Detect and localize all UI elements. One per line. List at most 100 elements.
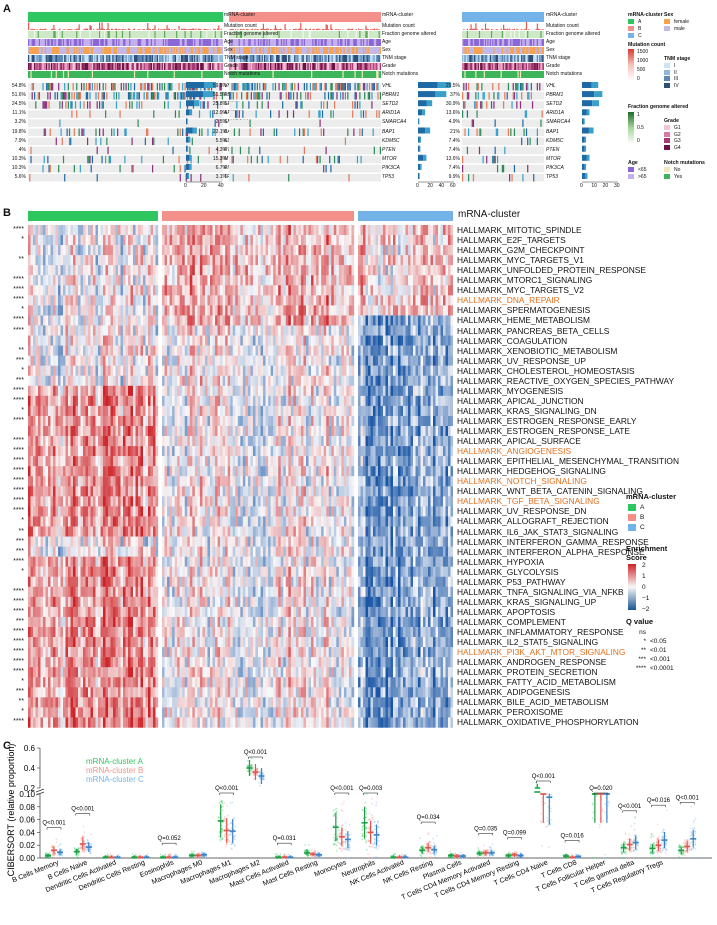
track-cell — [42, 39, 44, 46]
mutation-count-mark — [129, 28, 131, 30]
heatmap-cell — [53, 516, 56, 527]
track-cell — [313, 47, 315, 54]
heatmap-cell — [75, 415, 79, 427]
track-cell — [131, 47, 134, 54]
freq-bar — [582, 100, 593, 107]
track-cell — [291, 31, 294, 38]
mutation-cell — [371, 101, 373, 109]
heatmap-cell — [148, 305, 151, 316]
heatmap-cell — [93, 305, 96, 316]
heatmap-cell — [35, 546, 39, 557]
heatmap-cell — [35, 536, 39, 547]
track-cell — [42, 71, 44, 78]
track-cell — [513, 55, 516, 62]
heatmap-cell — [108, 486, 111, 497]
track-cell — [295, 71, 297, 78]
heatmap-cell — [55, 536, 59, 547]
track-label: Sex — [546, 47, 555, 53]
mutation-cell — [513, 92, 516, 100]
heatmap-cell — [50, 225, 54, 236]
track-cell — [154, 55, 156, 62]
track-cell — [533, 47, 535, 54]
track-cell — [238, 63, 241, 70]
heatmap-cell — [90, 255, 94, 266]
track-cell — [192, 47, 195, 54]
heatmap-cell — [90, 415, 94, 427]
track-cell — [117, 39, 119, 46]
track-cell — [365, 63, 367, 70]
track-cell — [362, 55, 365, 62]
track-cell — [300, 55, 302, 62]
mutation-cell — [90, 164, 92, 173]
heatmap-cell — [128, 385, 131, 397]
track-cell — [254, 55, 256, 62]
track-cell — [174, 39, 177, 46]
heatmap-cell — [45, 375, 49, 386]
heatmap-cell — [80, 526, 84, 537]
track-cell — [194, 31, 196, 38]
mutation-cell — [170, 83, 172, 91]
track-cell — [208, 31, 211, 38]
heatmap-cell — [63, 506, 66, 517]
heatmap-cell — [128, 405, 131, 417]
legend-age-item: >65 — [628, 174, 646, 180]
heatmap-cell — [55, 486, 59, 497]
mutation-cell — [521, 92, 523, 100]
heatmap-cell — [55, 496, 59, 507]
mutation-cell — [202, 101, 204, 109]
track-cell — [537, 55, 540, 62]
heatmap-cell — [100, 385, 104, 397]
mutation-cell — [208, 146, 210, 155]
heatmap-cell — [115, 486, 119, 497]
heatmap-cell — [153, 345, 156, 356]
track-cell — [236, 71, 238, 78]
heatmap-cell — [98, 506, 101, 517]
track-cell — [212, 47, 214, 54]
heatmap-cell — [80, 426, 84, 437]
track-cell — [90, 31, 93, 38]
mutation-count-mark — [349, 29, 351, 30]
heatmap-cell — [155, 305, 159, 316]
track-cell — [279, 63, 282, 70]
mutation-cell — [151, 92, 154, 100]
heatmap-cell — [138, 436, 141, 447]
mutation-cell — [66, 128, 68, 136]
track-cell — [521, 47, 523, 54]
track-label: Age — [546, 39, 555, 45]
heatmap-cell — [103, 375, 106, 386]
track-cell — [47, 47, 49, 54]
mutation-cell — [59, 119, 61, 127]
mutation-cell — [522, 83, 524, 91]
heatmap-cell — [130, 325, 134, 336]
track-cell — [535, 55, 538, 62]
heatmap-cell — [85, 536, 89, 547]
track-cell — [207, 71, 209, 78]
track-cell — [290, 31, 293, 38]
gene-row-bg — [462, 174, 544, 182]
heatmap-cell — [100, 375, 104, 386]
track-cell — [62, 63, 65, 70]
track-cell — [531, 39, 534, 46]
heatmap-cell — [40, 415, 44, 427]
heatmap-cell — [38, 486, 41, 497]
track-cell — [130, 31, 132, 38]
heatmap-cell — [63, 446, 66, 457]
track-cell — [308, 63, 311, 70]
heatmap-cell — [48, 245, 51, 256]
track-cell — [307, 55, 309, 62]
heatmap-cell — [103, 395, 106, 407]
mutation-cell — [59, 101, 61, 109]
heatmap-cell — [35, 285, 39, 296]
heatmap-cell — [115, 526, 119, 537]
mutation-cell — [267, 155, 269, 164]
track-cell — [346, 63, 348, 70]
track-cell — [266, 31, 268, 38]
heatmap-cell — [133, 466, 136, 477]
track-cell — [250, 55, 253, 62]
heatmap-cell — [153, 536, 156, 547]
heatmap-cell — [98, 345, 101, 356]
track-cell — [148, 47, 150, 54]
heatmap-cell — [133, 325, 136, 336]
gene-row-bg — [229, 110, 381, 118]
track-cell — [358, 71, 360, 78]
